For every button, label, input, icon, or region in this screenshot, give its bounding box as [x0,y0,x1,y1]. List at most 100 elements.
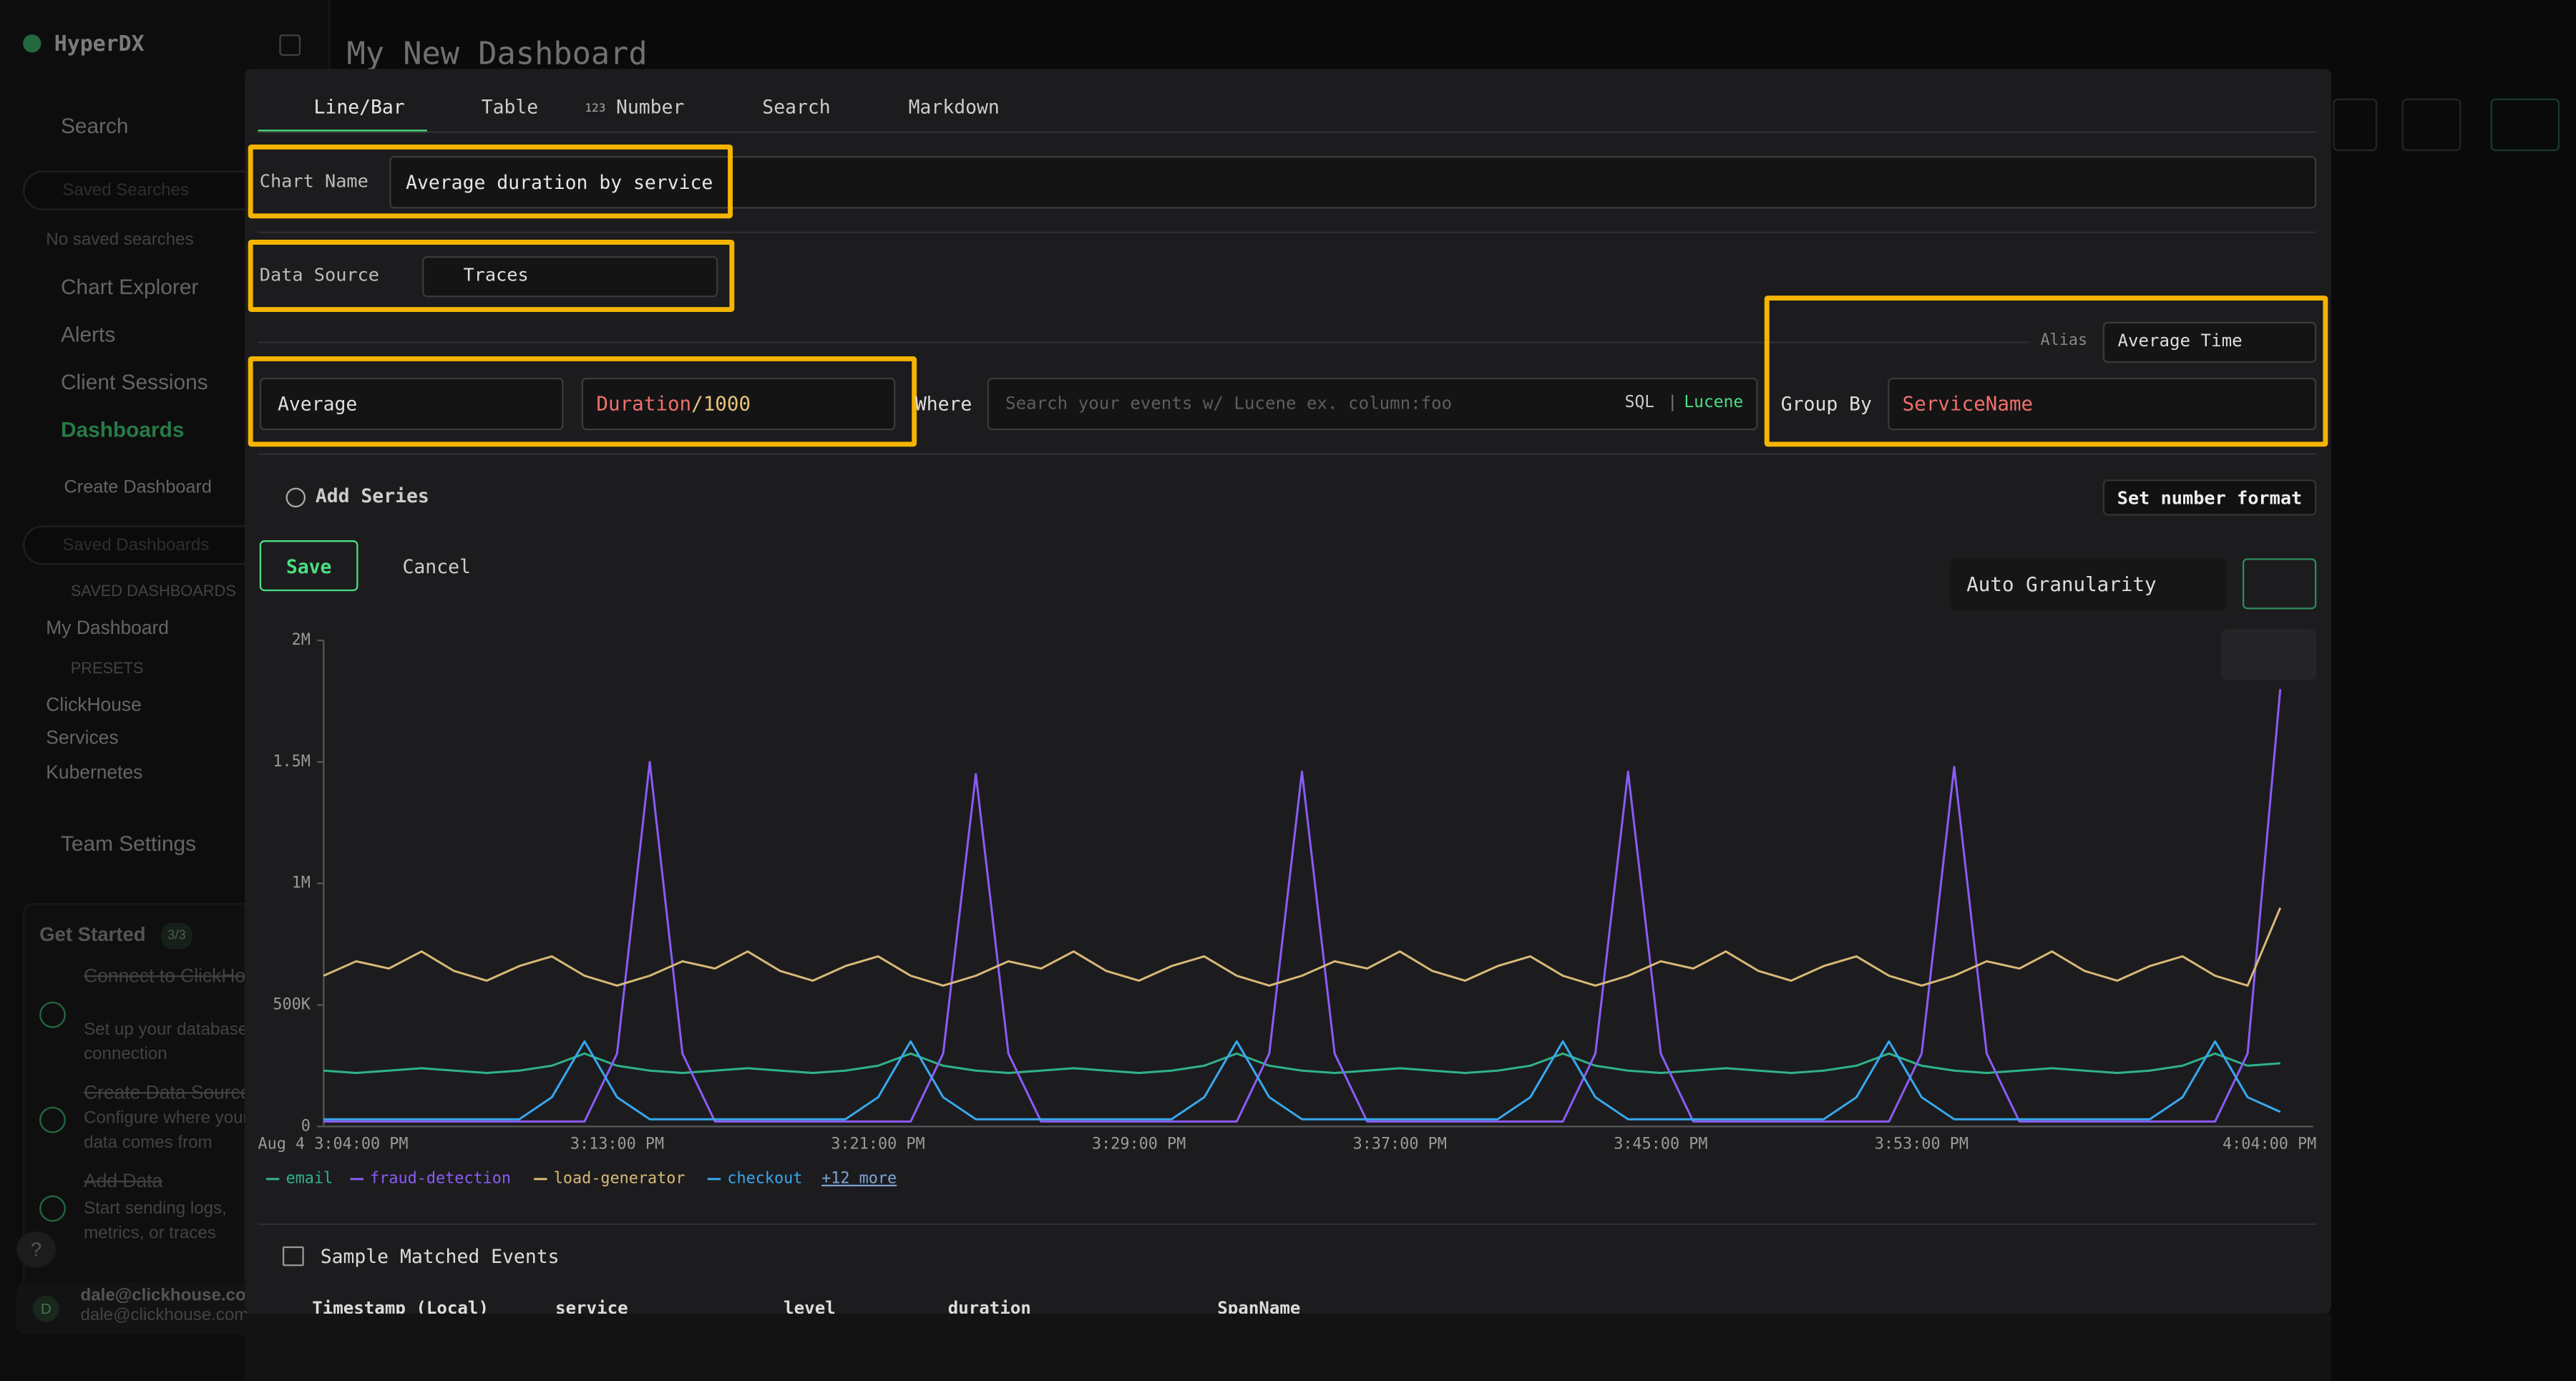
bg-button[interactable] [2401,98,2462,152]
input-value: ServiceName [1902,392,2034,416]
highlight [248,240,735,313]
highlight [248,144,733,219]
sql-toggle[interactable]: SQL [1624,394,1655,413]
field-label: Alias [2040,331,2088,350]
section-title: Sample Matched Events [320,1244,560,1268]
x-tick-label: 3:53:00 PM [1875,1136,1968,1153]
nav-item[interactable]: Client Sessions [60,369,208,394]
tab[interactable]: Search [762,95,831,119]
nav-search[interactable]: Search [60,113,129,138]
step-desc: connection [84,1044,167,1065]
avatar: D [32,1295,59,1322]
legend-label: checkout [727,1170,802,1188]
preset-link[interactable]: ClickHouse [46,696,142,716]
dashboard-link[interactable]: My Dashboard [46,619,170,639]
legend-more: +12 more [821,1170,897,1188]
series-line [323,688,2282,1123]
nav-item[interactable]: Alerts [60,321,116,347]
lucene-toggle[interactable]: Lucene [1684,394,1744,413]
legend-label: load-generator [554,1170,686,1188]
x-tick-label: 3:45:00 PM [1614,1136,1707,1153]
expression-rest: /1000 [691,392,751,416]
logo [23,34,42,53]
help-button[interactable]: ? [16,1231,57,1268]
step-desc: Configure where your [84,1108,249,1128]
add-series[interactable]: Add Series [315,484,429,508]
x-tick-label: 3:37:00 PM [1353,1136,1447,1153]
bg-button[interactable] [2490,98,2560,152]
y-tick-label: 1.5M [273,753,311,771]
badge: 3/3 [161,922,192,950]
placeholder: Search your events w/ Lucene ex. column:… [1005,394,1453,414]
input-value: Average Time [2117,331,2243,352]
series-line [323,907,2282,987]
series-line [323,1040,2281,1121]
data-source-select[interactable] [422,256,718,298]
nav-item[interactable]: Chart Explorer [60,274,199,299]
preset-link[interactable]: Kubernetes [46,763,143,784]
tab[interactable]: Line/Bar [313,95,405,119]
field-label: Chart Name [259,170,369,192]
x-tick-label: 3:29:00 PM [1092,1136,1186,1153]
divider [258,231,2317,233]
select-value: Average [278,392,358,416]
divider [258,131,2317,133]
step-title: Add Data [84,1172,163,1193]
field-label: Data Source [259,264,380,286]
tab-icon: 123 [585,102,606,115]
expression-field: Duration/1000 [596,391,751,417]
highlight [248,356,917,447]
add-icon [286,487,306,508]
aggregation-select[interactable] [259,377,564,431]
expression-field: Duration [596,392,692,416]
check-icon [39,1195,66,1222]
section-heading: SAVED DASHBOARDS [70,582,236,601]
number-format-button[interactable]: Set number format [2102,479,2317,516]
x-tick-label: Aug 4 3:04:00 PM [258,1136,408,1153]
events-icon [282,1246,304,1267]
y-tick-label: 500K [273,995,311,1013]
legend-label: email [286,1170,333,1188]
granularity-select[interactable]: Auto Granularity [1950,558,2226,611]
field-label: Where [914,392,972,416]
separator: | [1667,394,1678,413]
tab[interactable]: Number [615,95,685,119]
where-input[interactable] [987,377,1758,431]
tab[interactable]: Markdown [908,95,1000,119]
chart-type-toggle[interactable] [2221,628,2317,680]
step-title: Connect to ClickHouse [84,967,276,987]
group-by-input[interactable] [1888,377,2317,431]
brand: HyperDX [54,32,145,58]
y-tick-label: 1M [292,874,311,892]
x-tick-label: 3:13:00 PM [570,1136,664,1153]
step-desc: Set up your database [84,1020,248,1040]
create-dashboard[interactable]: Create Dashboard [64,477,212,498]
expression-input[interactable] [581,377,896,431]
save-button[interactable]: Save [259,540,358,592]
cancel-button[interactable]: Cancel [402,555,471,578]
preset-link[interactable]: Services [46,728,119,749]
nav-item[interactable]: Team Settings [60,831,197,856]
bg-button[interactable] [2333,98,2378,152]
run-button[interactable] [2242,558,2317,610]
collapse-icon[interactable] [279,34,301,57]
alias-input[interactable] [2102,321,2317,363]
chart-name-input[interactable] [389,156,2317,209]
tab[interactable]: Table [481,95,539,119]
modal-bottom-mask [245,1313,2331,1381]
card-title: Get Started [39,922,146,946]
dashboard-title: My New Dashboard [346,36,648,72]
select-value: Traces [463,264,529,286]
divider [258,1223,2317,1225]
highlight [1764,296,2328,447]
nav-item[interactable]: Dashboards [60,416,185,442]
x-tick-label: 4:04:00 PM [2223,1136,2316,1153]
input-value: Average duration by service [406,170,713,194]
step-title: Create Data Source [84,1083,251,1104]
check-icon [39,1106,66,1133]
check-icon [39,1001,66,1028]
y-tick-label: 0 [301,1117,311,1135]
